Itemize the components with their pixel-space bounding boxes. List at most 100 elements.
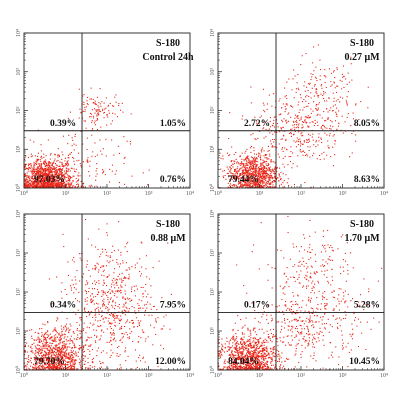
event-dot	[68, 331, 70, 333]
event-dot	[44, 342, 46, 344]
event-dot	[79, 363, 81, 365]
event-dot	[33, 178, 35, 180]
event-dot	[73, 366, 75, 368]
event-dot	[264, 157, 266, 159]
event-dot	[87, 367, 89, 369]
event-dot	[36, 169, 38, 171]
event-dot	[34, 182, 36, 184]
event-dot	[253, 174, 255, 176]
event-dot	[118, 322, 120, 324]
event-dot	[46, 186, 48, 188]
event-dot	[43, 337, 45, 339]
quadrant-lower-right-percent: 8.63%	[354, 175, 380, 185]
event-dot	[72, 359, 74, 361]
event-dot	[112, 301, 114, 303]
event-dot	[117, 116, 119, 118]
event-dot	[25, 175, 27, 177]
event-dot	[42, 174, 44, 176]
event-dot	[88, 345, 90, 347]
event-dot	[270, 169, 272, 171]
event-dot	[278, 143, 280, 145]
event-dot	[247, 170, 249, 172]
event-dot	[260, 164, 262, 166]
event-dot	[106, 276, 108, 278]
event-dot	[330, 128, 332, 130]
event-dot	[86, 300, 88, 302]
event-dot	[75, 168, 77, 170]
event-dot	[265, 128, 267, 130]
event-dot	[350, 63, 352, 65]
event-dot	[163, 325, 165, 327]
event-dot	[256, 339, 258, 341]
event-dot	[38, 333, 40, 335]
event-dot	[46, 334, 48, 336]
event-dot	[156, 309, 158, 311]
event-dot	[58, 175, 60, 177]
event-dot	[119, 320, 121, 322]
event-dot	[228, 155, 230, 157]
event-dot	[60, 359, 62, 361]
event-dot	[69, 356, 71, 358]
event-dot	[78, 291, 80, 293]
event-dot	[240, 186, 242, 188]
event-dot	[36, 180, 38, 182]
event-dot	[36, 163, 38, 165]
event-dot	[28, 186, 30, 188]
event-dot	[97, 105, 99, 107]
event-dot	[102, 270, 104, 272]
event-dot	[264, 338, 266, 340]
event-dot	[74, 362, 76, 364]
event-dot	[272, 133, 274, 135]
event-dot	[28, 355, 30, 357]
event-dot	[256, 182, 258, 184]
event-dots-1-70um	[217, 215, 383, 371]
event-dot	[45, 159, 47, 161]
event-dot	[41, 355, 43, 357]
quadrant-lower-left-percent: 79.70%	[34, 357, 65, 367]
event-dot	[250, 182, 252, 184]
event-dot	[48, 365, 50, 367]
event-dot	[346, 101, 348, 103]
event-dot	[300, 143, 302, 145]
event-dot	[58, 170, 60, 172]
event-dot	[284, 111, 286, 113]
event-dot	[39, 159, 41, 161]
event-dot	[256, 170, 258, 172]
event-dot	[67, 183, 69, 185]
event-dot	[107, 303, 109, 305]
event-dot	[250, 186, 252, 188]
event-dot	[237, 366, 239, 368]
event-dot	[124, 246, 126, 248]
event-dot	[109, 314, 111, 316]
event-dot	[69, 363, 71, 365]
event-dot	[94, 103, 96, 105]
event-dot	[45, 185, 47, 187]
event-dot	[51, 348, 53, 350]
event-dot	[42, 355, 44, 357]
event-dot	[102, 294, 104, 296]
event-dot	[312, 121, 314, 123]
event-dot	[239, 174, 241, 176]
event-dot	[59, 362, 61, 364]
event-dot	[28, 175, 30, 177]
event-dot	[69, 186, 71, 188]
event-dot	[261, 186, 263, 188]
event-dot	[155, 333, 157, 335]
event-dot	[232, 166, 234, 168]
event-dot	[245, 159, 247, 161]
event-dot	[330, 156, 332, 158]
event-dot	[233, 153, 235, 155]
event-dot	[120, 366, 122, 368]
event-dot	[52, 340, 54, 342]
event-dot	[78, 88, 80, 90]
event-dot	[40, 179, 42, 181]
event-dot	[39, 358, 41, 360]
event-dot	[28, 167, 30, 169]
event-dot	[49, 342, 51, 344]
event-dot	[46, 185, 48, 187]
event-dot	[150, 296, 152, 298]
event-dot	[30, 365, 32, 367]
event-dot	[241, 162, 243, 164]
event-dot	[300, 118, 302, 120]
event-dot	[34, 180, 36, 182]
